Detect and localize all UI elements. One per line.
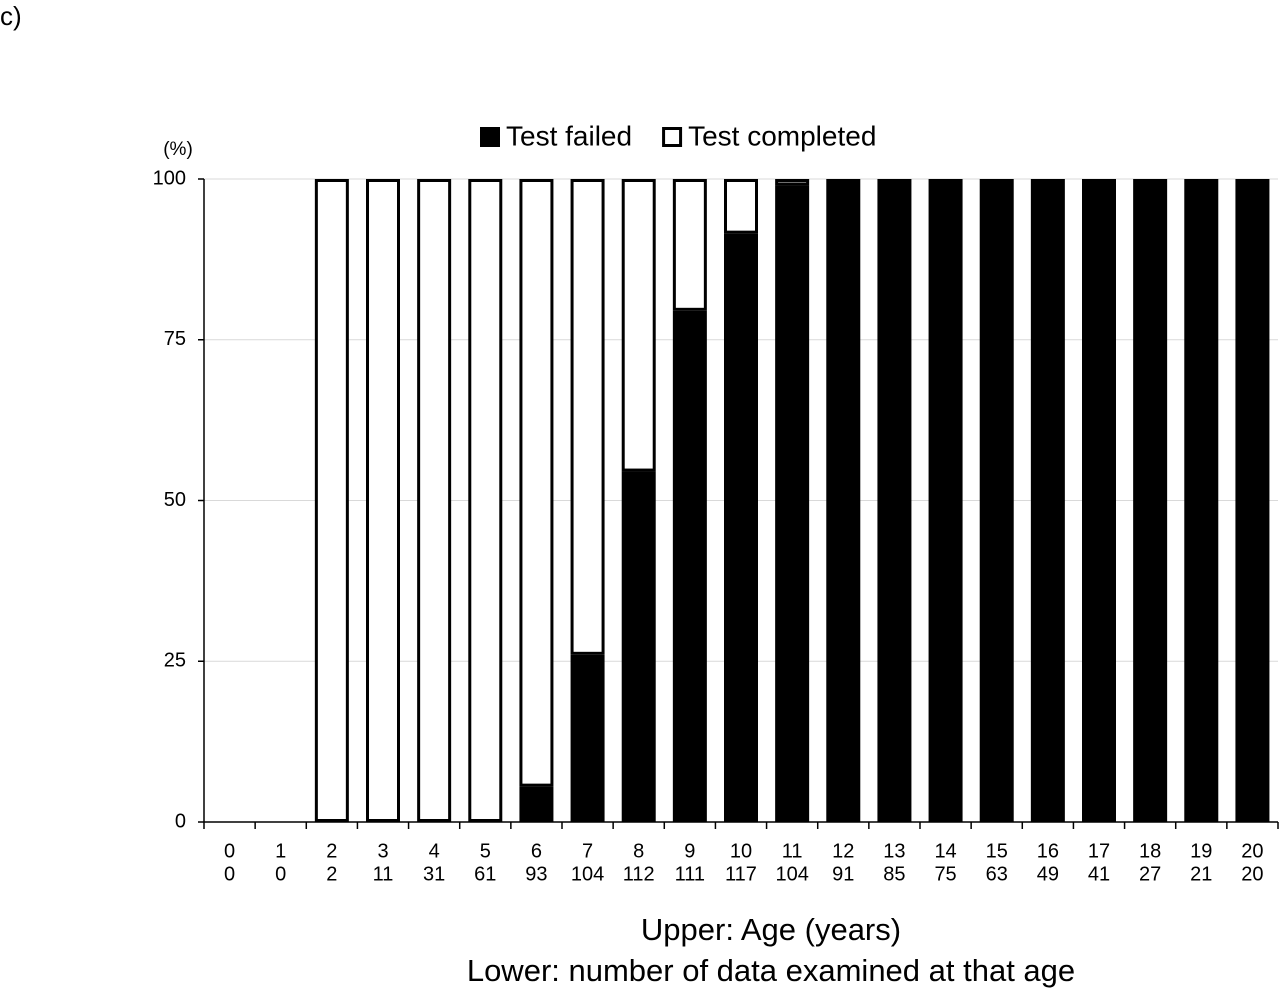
x-tick-sublabel: 75	[934, 863, 956, 885]
x-tick-label: 18	[1139, 840, 1161, 862]
x-tick-label: 20	[1241, 840, 1263, 862]
x-axis-label: Lower: number of data examined at that a…	[467, 953, 1075, 988]
x-tick-label: 1	[275, 840, 286, 862]
bar-segment	[775, 185, 810, 822]
bar-segment	[621, 471, 656, 822]
x-tick-label: 10	[730, 840, 752, 862]
y-tick-label: 25	[164, 650, 186, 672]
x-tick-sublabel: 41	[1088, 863, 1110, 885]
bar-segment	[775, 179, 810, 186]
x-tick-sublabel: 104	[775, 863, 808, 885]
x-tick-label: 4	[429, 840, 440, 862]
x-tick-sublabel: 117	[725, 863, 757, 885]
x-tick-label: 8	[633, 840, 644, 862]
x-tick-label: 11	[782, 840, 803, 862]
bar-segment	[672, 310, 707, 822]
x-tick-sublabel: 104	[571, 863, 604, 885]
legend-swatch	[480, 127, 500, 147]
x-tick-label: 17	[1088, 840, 1110, 862]
x-tick-label: 0	[224, 840, 235, 862]
x-tick-sublabel: 11	[373, 863, 394, 885]
y-unit: (%)	[163, 139, 193, 160]
bar-segment	[877, 179, 912, 822]
bar-segment	[417, 179, 452, 822]
bar-segment	[928, 179, 963, 822]
bar-segment	[672, 179, 707, 311]
bar-segment	[366, 179, 400, 822]
x-tick-label: 15	[986, 840, 1008, 862]
bar-segment	[724, 233, 758, 822]
bar-segment	[1133, 179, 1168, 822]
x-tick-label: 16	[1037, 840, 1059, 862]
legend-swatch	[662, 127, 683, 147]
x-tick-sublabel: 85	[883, 863, 905, 885]
x-tick-sublabel: 49	[1037, 863, 1059, 885]
x-tick-sublabel: 31	[423, 863, 445, 885]
x-axis-label: Upper: Age (years)	[641, 912, 901, 947]
bar-segment	[519, 786, 554, 822]
bar-segment	[621, 179, 656, 472]
x-tick-sublabel: 112	[623, 863, 655, 885]
x-tick-label: 14	[934, 840, 956, 862]
bar-segment	[519, 179, 554, 787]
x-tick-label: 12	[832, 840, 854, 862]
x-tick-sublabel: 91	[832, 863, 854, 885]
panel-label: c)	[0, 1, 22, 31]
x-tick-sublabel: 0	[275, 863, 286, 885]
x-tick-label: 7	[582, 840, 593, 862]
x-tick-label: 9	[684, 840, 695, 862]
bar-segment	[826, 179, 861, 822]
x-tick-label: 13	[883, 840, 905, 862]
bar-segment	[570, 654, 605, 822]
bar-segment	[1184, 179, 1219, 822]
x-tick-sublabel: 20	[1241, 863, 1263, 885]
x-tick-sublabel: 2	[326, 863, 337, 885]
x-tick-label: 2	[326, 840, 337, 862]
x-tick-sublabel: 111	[675, 863, 705, 885]
bar-segment	[1235, 179, 1270, 822]
x-tick-label: 19	[1190, 840, 1212, 862]
bar-segment	[1030, 179, 1065, 822]
bar-segment	[314, 179, 349, 822]
x-tick-label: 5	[480, 840, 491, 862]
x-tick-sublabel: 27	[1139, 863, 1161, 885]
y-tick-label: 75	[164, 328, 186, 350]
x-tick-label: 3	[377, 840, 388, 862]
x-tick-label: 6	[531, 840, 542, 862]
x-tick-sublabel: 21	[1190, 863, 1212, 885]
bar-segment	[979, 179, 1014, 822]
legend-label: Test completed	[688, 120, 876, 151]
y-tick-label: 0	[175, 810, 186, 832]
y-tick-label: 50	[164, 489, 186, 511]
x-tick-sublabel: 61	[474, 863, 496, 885]
bar-segment	[724, 179, 758, 234]
bar-segment	[1082, 179, 1116, 822]
x-tick-sublabel: 0	[224, 863, 235, 885]
bar-segment	[468, 179, 503, 822]
x-tick-sublabel: 93	[525, 863, 547, 885]
bar-segment	[570, 179, 605, 655]
legend-label: Test failed	[506, 120, 632, 151]
x-tick-sublabel: 63	[986, 863, 1008, 885]
y-tick-label: 100	[153, 167, 186, 189]
